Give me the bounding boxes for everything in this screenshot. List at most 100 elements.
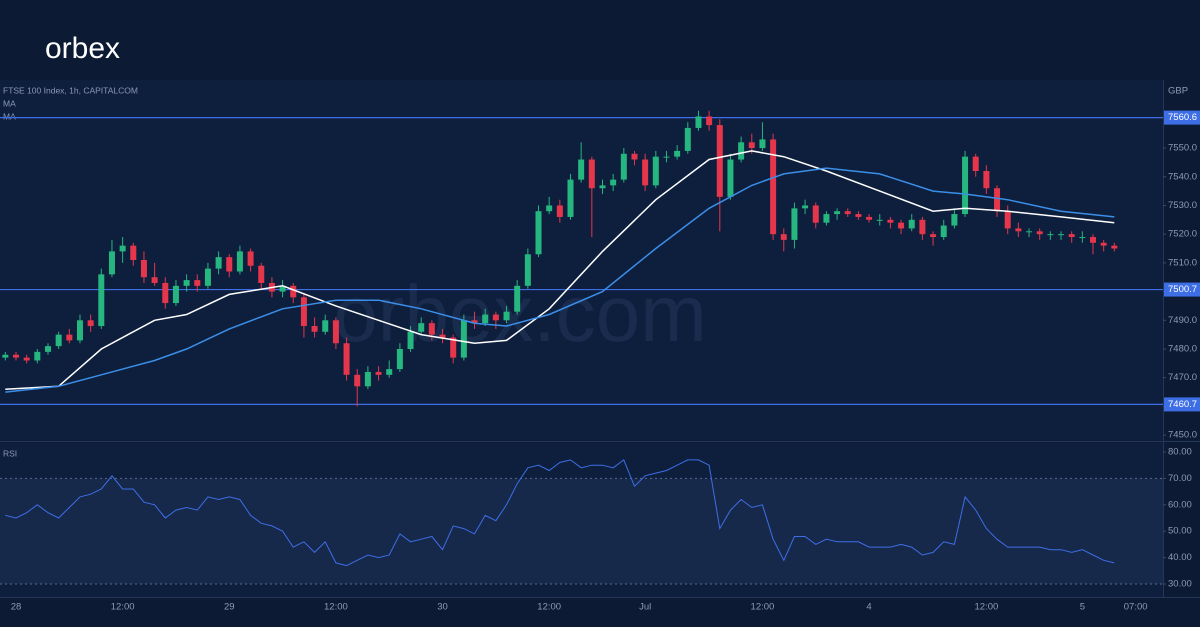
logo: orbex: [45, 32, 120, 65]
rsi-band: [0, 478, 1163, 585]
candle-body: [514, 285, 521, 312]
candle-body: [204, 268, 211, 286]
legend-entry: MA: [3, 111, 16, 121]
candle-body: [706, 116, 713, 126]
candle-body: [919, 219, 926, 235]
candle-body: [418, 323, 425, 332]
chart-title: FTSE 100 Index, 1h, CAPITALCOM: [3, 85, 138, 95]
candle-body: [439, 334, 446, 338]
candle-body: [716, 125, 723, 197]
candle-body: [1090, 237, 1097, 243]
candle-body: [386, 369, 393, 375]
candle-body: [236, 251, 243, 272]
level-label-box: [1164, 397, 1200, 412]
legend-entry: MA: [3, 98, 16, 108]
candle-body: [578, 159, 585, 180]
candle-body: [556, 205, 563, 217]
candle-body: [343, 343, 350, 375]
candle-body: [450, 337, 457, 358]
candle-body: [855, 214, 862, 217]
y-tick-label: 7540.0: [1168, 171, 1197, 182]
candle-body: [962, 156, 969, 215]
level-label: 7560.6: [1168, 112, 1197, 123]
x-tick-label: 30: [437, 602, 448, 613]
candle-body: [844, 211, 851, 215]
rsi-title: RSI: [3, 448, 17, 458]
x-tick-label: 07:00: [1124, 602, 1148, 613]
candle-body: [34, 351, 41, 361]
candle-body: [407, 331, 414, 349]
candle-body: [1015, 228, 1022, 232]
candle-body: [87, 320, 94, 327]
plot-layer: 7450.07460.07470.07480.07490.07500.07510…: [0, 110, 1200, 613]
candle-body: [674, 150, 681, 157]
candle-body: [652, 156, 659, 186]
level-label: 7460.7: [1168, 399, 1197, 410]
x-tick-label: 12:00: [111, 602, 135, 613]
candle-body: [684, 127, 691, 151]
candle-body: [332, 320, 339, 344]
x-tick-label: 12:00: [537, 602, 561, 613]
candle-body: [172, 285, 179, 304]
watermark: orbex.com: [333, 269, 706, 358]
candle-body: [663, 156, 670, 158]
candle-body: [876, 219, 883, 221]
candle-body: [695, 116, 702, 128]
candle-body: [460, 320, 467, 358]
candle-body: [471, 320, 478, 324]
moving-average: [5, 150, 1115, 390]
candle-body: [524, 254, 531, 286]
candle-body: [930, 234, 937, 238]
rsi-tick-label: 50.00: [1168, 526, 1192, 537]
candle-body: [130, 245, 137, 260]
candle-body: [791, 208, 798, 240]
candle-body: [300, 297, 307, 327]
candle-body: [1047, 234, 1054, 236]
y-tick-label: 7520.0: [1168, 229, 1197, 240]
currency-label: GBP: [1168, 86, 1188, 97]
candle-body: [258, 265, 265, 283]
rsi-tick-label: 70.00: [1168, 473, 1192, 484]
candle-body: [1068, 234, 1075, 238]
x-tick-label: 29: [224, 602, 235, 613]
candle-body: [983, 171, 990, 189]
candle-body: [567, 179, 574, 217]
candle-body: [226, 257, 233, 272]
y-tick-label: 7550.0: [1168, 143, 1197, 154]
y-tick-label: 7450.0: [1168, 430, 1197, 441]
candle-body: [727, 159, 734, 197]
candle-body: [503, 311, 510, 321]
candle-body: [354, 374, 361, 387]
candle-body: [908, 219, 915, 229]
rsi-tick-label: 60.00: [1168, 499, 1192, 510]
candle-body: [428, 323, 435, 335]
candle-body: [940, 225, 947, 238]
candle-body: [898, 222, 905, 229]
candle-body: [1004, 211, 1011, 229]
candle-body: [290, 285, 297, 298]
candle-body: [951, 214, 958, 226]
candle-body: [866, 216, 873, 220]
candle-body: [759, 139, 766, 149]
x-tick-label: 5: [1080, 602, 1085, 613]
x-tick-label: 4: [866, 602, 871, 613]
candle-body: [215, 257, 222, 269]
candle-body: [1026, 231, 1033, 233]
candle-body: [108, 251, 115, 275]
y-tick-label: 7530.0: [1168, 200, 1197, 211]
candle-body: [610, 179, 617, 186]
candle-body: [279, 285, 286, 292]
candle-body: [119, 245, 126, 252]
level-label-box: [1164, 282, 1200, 297]
candle-body: [1079, 237, 1086, 239]
candle-body: [322, 320, 329, 332]
candle-body: [770, 139, 777, 235]
candle-body: [194, 280, 201, 286]
candle-body: [44, 346, 51, 352]
y-tick-label: 7510.0: [1168, 257, 1197, 268]
y-tick-label: 7470.0: [1168, 372, 1197, 383]
candle-body: [588, 159, 595, 189]
candle-body: [834, 211, 841, 215]
